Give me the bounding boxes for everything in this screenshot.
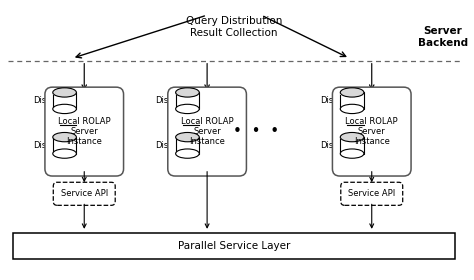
Text: Query Distribution
Result Collection: Query Distribution Result Collection [186,16,283,38]
Ellipse shape [176,88,199,97]
Text: •  •  •: • • • [233,124,279,139]
Bar [53,90,76,95]
Text: Local ROLAP
Server
Instance: Local ROLAP Server Instance [181,117,233,146]
Bar [53,92,76,109]
Ellipse shape [176,104,199,114]
Ellipse shape [340,132,364,142]
FancyBboxPatch shape [341,182,403,205]
Text: Service API: Service API [61,189,108,198]
FancyBboxPatch shape [45,87,124,176]
Bar [340,135,364,139]
Ellipse shape [340,88,364,97]
Text: Disk: Disk [155,96,173,105]
Text: Server
Backend: Server Backend [418,26,468,48]
Text: Disk: Disk [320,141,338,150]
Text: Local ROLAP
Server
Instance: Local ROLAP Server Instance [346,117,398,146]
FancyBboxPatch shape [168,87,246,176]
Ellipse shape [340,149,364,158]
Text: Parallel Service Layer: Parallel Service Layer [178,241,290,251]
Ellipse shape [53,149,76,158]
Ellipse shape [53,132,76,142]
Ellipse shape [53,104,76,114]
Bar [53,137,76,154]
Text: Disk: Disk [33,141,51,150]
Bar [340,90,364,95]
FancyBboxPatch shape [332,87,411,176]
Text: Disk: Disk [155,141,173,150]
Ellipse shape [176,132,199,142]
Bar [340,137,364,154]
Ellipse shape [53,88,76,97]
Bar [53,135,76,139]
Bar [176,135,199,139]
Text: Disk: Disk [33,96,51,105]
FancyBboxPatch shape [53,182,115,205]
Bar [176,137,199,154]
Text: Disk: Disk [320,96,338,105]
Bar [340,92,364,109]
Text: Local ROLAP
Server
Instance: Local ROLAP Server Instance [58,117,110,146]
Ellipse shape [340,104,364,114]
Text: Service API: Service API [348,189,395,198]
FancyBboxPatch shape [13,233,456,259]
Bar [176,90,199,95]
Bar [176,92,199,109]
Ellipse shape [176,149,199,158]
